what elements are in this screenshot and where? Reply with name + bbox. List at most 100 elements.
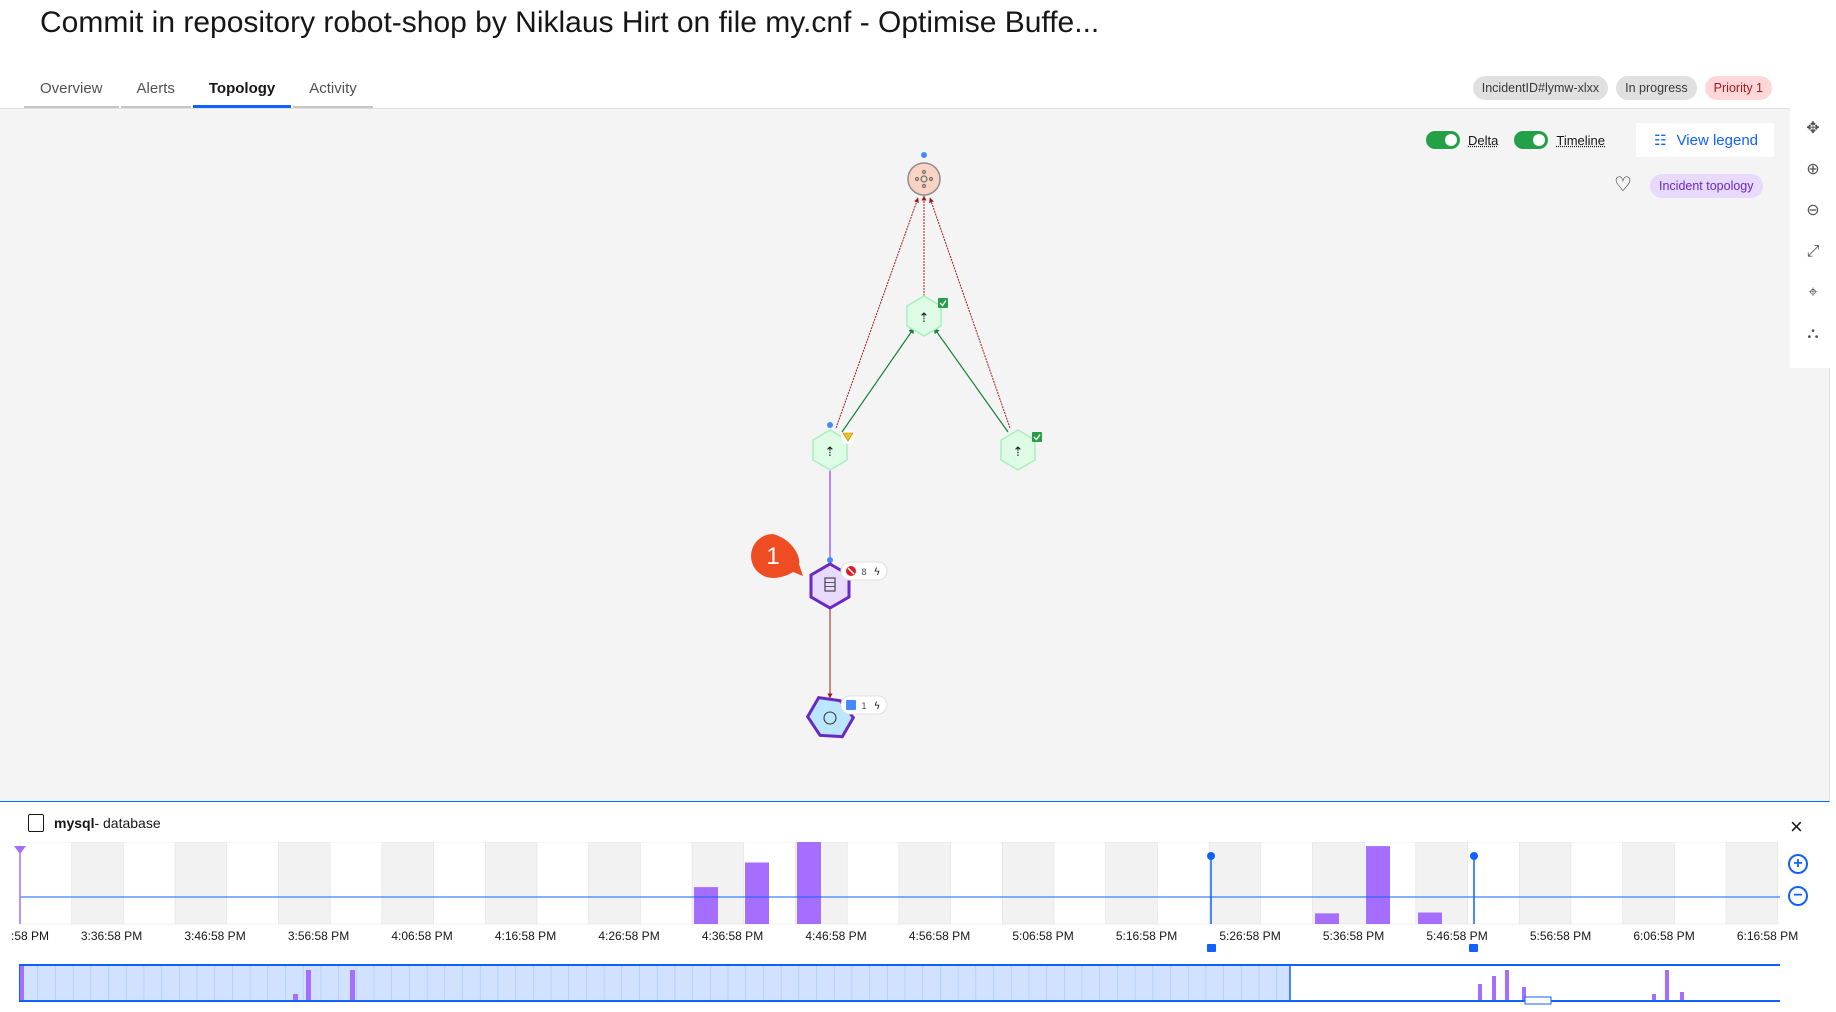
resource-detail-header: mysql- database [28,814,161,832]
timeline-slot [1260,842,1313,925]
range-end-handle[interactable] [1469,852,1478,952]
fit-screen-icon[interactable]: ⤢ [1806,243,1820,260]
service-node[interactable]: 1 ϟ [803,691,888,746]
close-icon[interactable]: × [1790,814,1803,839]
move-icon[interactable]: ✥ [1806,120,1820,137]
incident-id-tag: IncidentID#lymw-xlxx [1472,76,1609,100]
zoom-in-icon[interactable]: ⊕ [1806,161,1820,178]
topology-tool-rail: ✥ ⊕ ⊖ ⤢ ⌖ ⛬ [1790,108,1836,368]
timeline-tick-label: 5:26:58 PM [1219,929,1281,943]
alert-count-bar[interactable] [1366,846,1390,924]
timeline-slot [485,842,538,925]
timeline-slot [1208,842,1262,925]
timeline-tick-label: 6:06:58 PM [1633,929,1695,943]
timeline-slot [1157,842,1210,925]
timeline-slot [174,842,228,925]
timeline-tick-label: 5:56:58 PM [1529,929,1592,943]
timeline-tick-label: 4:36:58 PM [701,929,764,943]
ok-status-icon [1032,432,1042,442]
alert-count-bar[interactable] [745,862,769,925]
edge-dep2-dep1 [841,327,915,433]
timeline-slot [1622,842,1675,925]
deployment-node-3[interactable]: ⇡ [1000,429,1042,471]
timeline-tick-label: 5:16:58 PM [1115,929,1178,943]
service-icon [823,711,837,725]
deployment-node-1[interactable]: ⇡ [906,295,948,337]
mysql-database-node[interactable]: 8 ϟ [809,557,888,610]
edge-dep2-root [835,197,919,429]
timeline-tick-label: 4:46:58 PM [805,929,867,943]
timeline-tick-label: 4:16:58 PM [494,929,557,943]
timeline-slot [1674,842,1727,925]
location-pin-icon[interactable]: ⌖ [1808,284,1818,301]
incident-tags: IncidentID#lymw-xlxx In progress Priorit… [1472,76,1772,100]
start-marker[interactable] [14,846,26,924]
lightning-icon: ϟ [874,701,881,712]
alert-count-bar[interactable] [1315,913,1339,924]
topology-graph[interactable]: ⇡ ⇡ ⇡ 8 ϟ 1 ϟ [0,108,1790,802]
timeline-slot [226,842,279,925]
alert-count-bar[interactable] [1418,912,1442,924]
tab-alerts[interactable]: Alerts [120,72,191,108]
timeline-slot [950,842,1003,925]
tab-activity[interactable]: Activity [293,72,373,108]
page-title: Commit in repository robot-shop by Nikla… [40,6,1100,39]
timeline-slot [1053,842,1106,925]
tab-topology[interactable]: Topology [192,72,292,108]
timeline-tick-label: 3:56:58 PM [287,929,350,943]
tab-bar: Overview Alerts Topology Activity [24,72,375,108]
alert-count-bar[interactable] [694,887,718,924]
timeline-slot [898,842,951,925]
timeline-zoom-out-icon[interactable]: − [1788,886,1808,906]
callout-badge: 1 [751,534,803,578]
timeline-slot [846,842,900,925]
tab-overview[interactable]: Overview [24,72,119,108]
root-cluster-node[interactable] [907,152,941,196]
delta-toggle[interactable]: Delta [1426,131,1498,149]
timeline-switch[interactable] [1514,131,1549,149]
timeline-tick-label: 6:16:58 PM [1736,929,1799,943]
timeline-slot [588,842,641,925]
deploy-icon: ⇡ [1013,445,1024,460]
deployment-node-2[interactable]: ⇡ [812,422,855,471]
timeline-tick-label: 5:36:58 PM [1322,929,1385,943]
timeline-slot [71,842,124,925]
timeline-slot [1002,842,1055,925]
deploy-icon: ⇡ [919,311,930,326]
timeline-tick-label: 5:46:58 PM [1426,929,1488,943]
timeline-toggle[interactable]: Timeline [1514,131,1605,149]
mysql-alert-count: 8 [861,568,867,578]
status-tag: In progress [1616,76,1697,100]
timeline-tick-label: 3:46:58 PM [184,929,246,943]
view-toggles: Delta Timeline [1426,131,1605,149]
delta-switch[interactable] [1426,131,1460,149]
timeline-tick-label: 5:06:58 PM [1012,929,1074,943]
service-alert-count: 1 [861,702,867,712]
zoom-out-icon[interactable]: ⊖ [1806,202,1820,219]
timeline-slot [1105,842,1158,925]
overview-scrub-handle[interactable] [1524,996,1552,1005]
timeline-slot [1570,842,1623,925]
view-legend-button[interactable]: ☷ View legend [1636,123,1774,157]
resource-name: mysql [54,815,95,831]
timeline-label: Timeline [1556,132,1606,148]
timeline-slot [1312,842,1365,925]
database-icon [28,814,44,832]
favorite-heart-icon[interactable]: ♡ [1614,174,1632,196]
timeline-overview[interactable] [19,964,1780,1005]
alert-timeline[interactable] [0,842,1780,1012]
timeline-tick-label: :58 PM [10,929,50,943]
topology-layout-icon[interactable]: ⛬ [1807,325,1819,342]
view-legend-label: View legend [1676,131,1759,149]
timeline-slot [19,842,72,925]
topology-canvas[interactable] [0,108,1830,802]
edge-dep3-root [929,197,1011,429]
timeline-zoom-in-icon[interactable]: + [1788,854,1808,874]
range-start-handle[interactable] [1207,852,1216,952]
edge-dep3-dep1 [933,327,1009,433]
alert-count-bar[interactable] [797,842,821,924]
resource-type: - database [94,815,161,831]
timeline-slot [278,842,331,925]
timeline-slot [381,842,434,925]
lightning-icon: ϟ [874,567,881,578]
